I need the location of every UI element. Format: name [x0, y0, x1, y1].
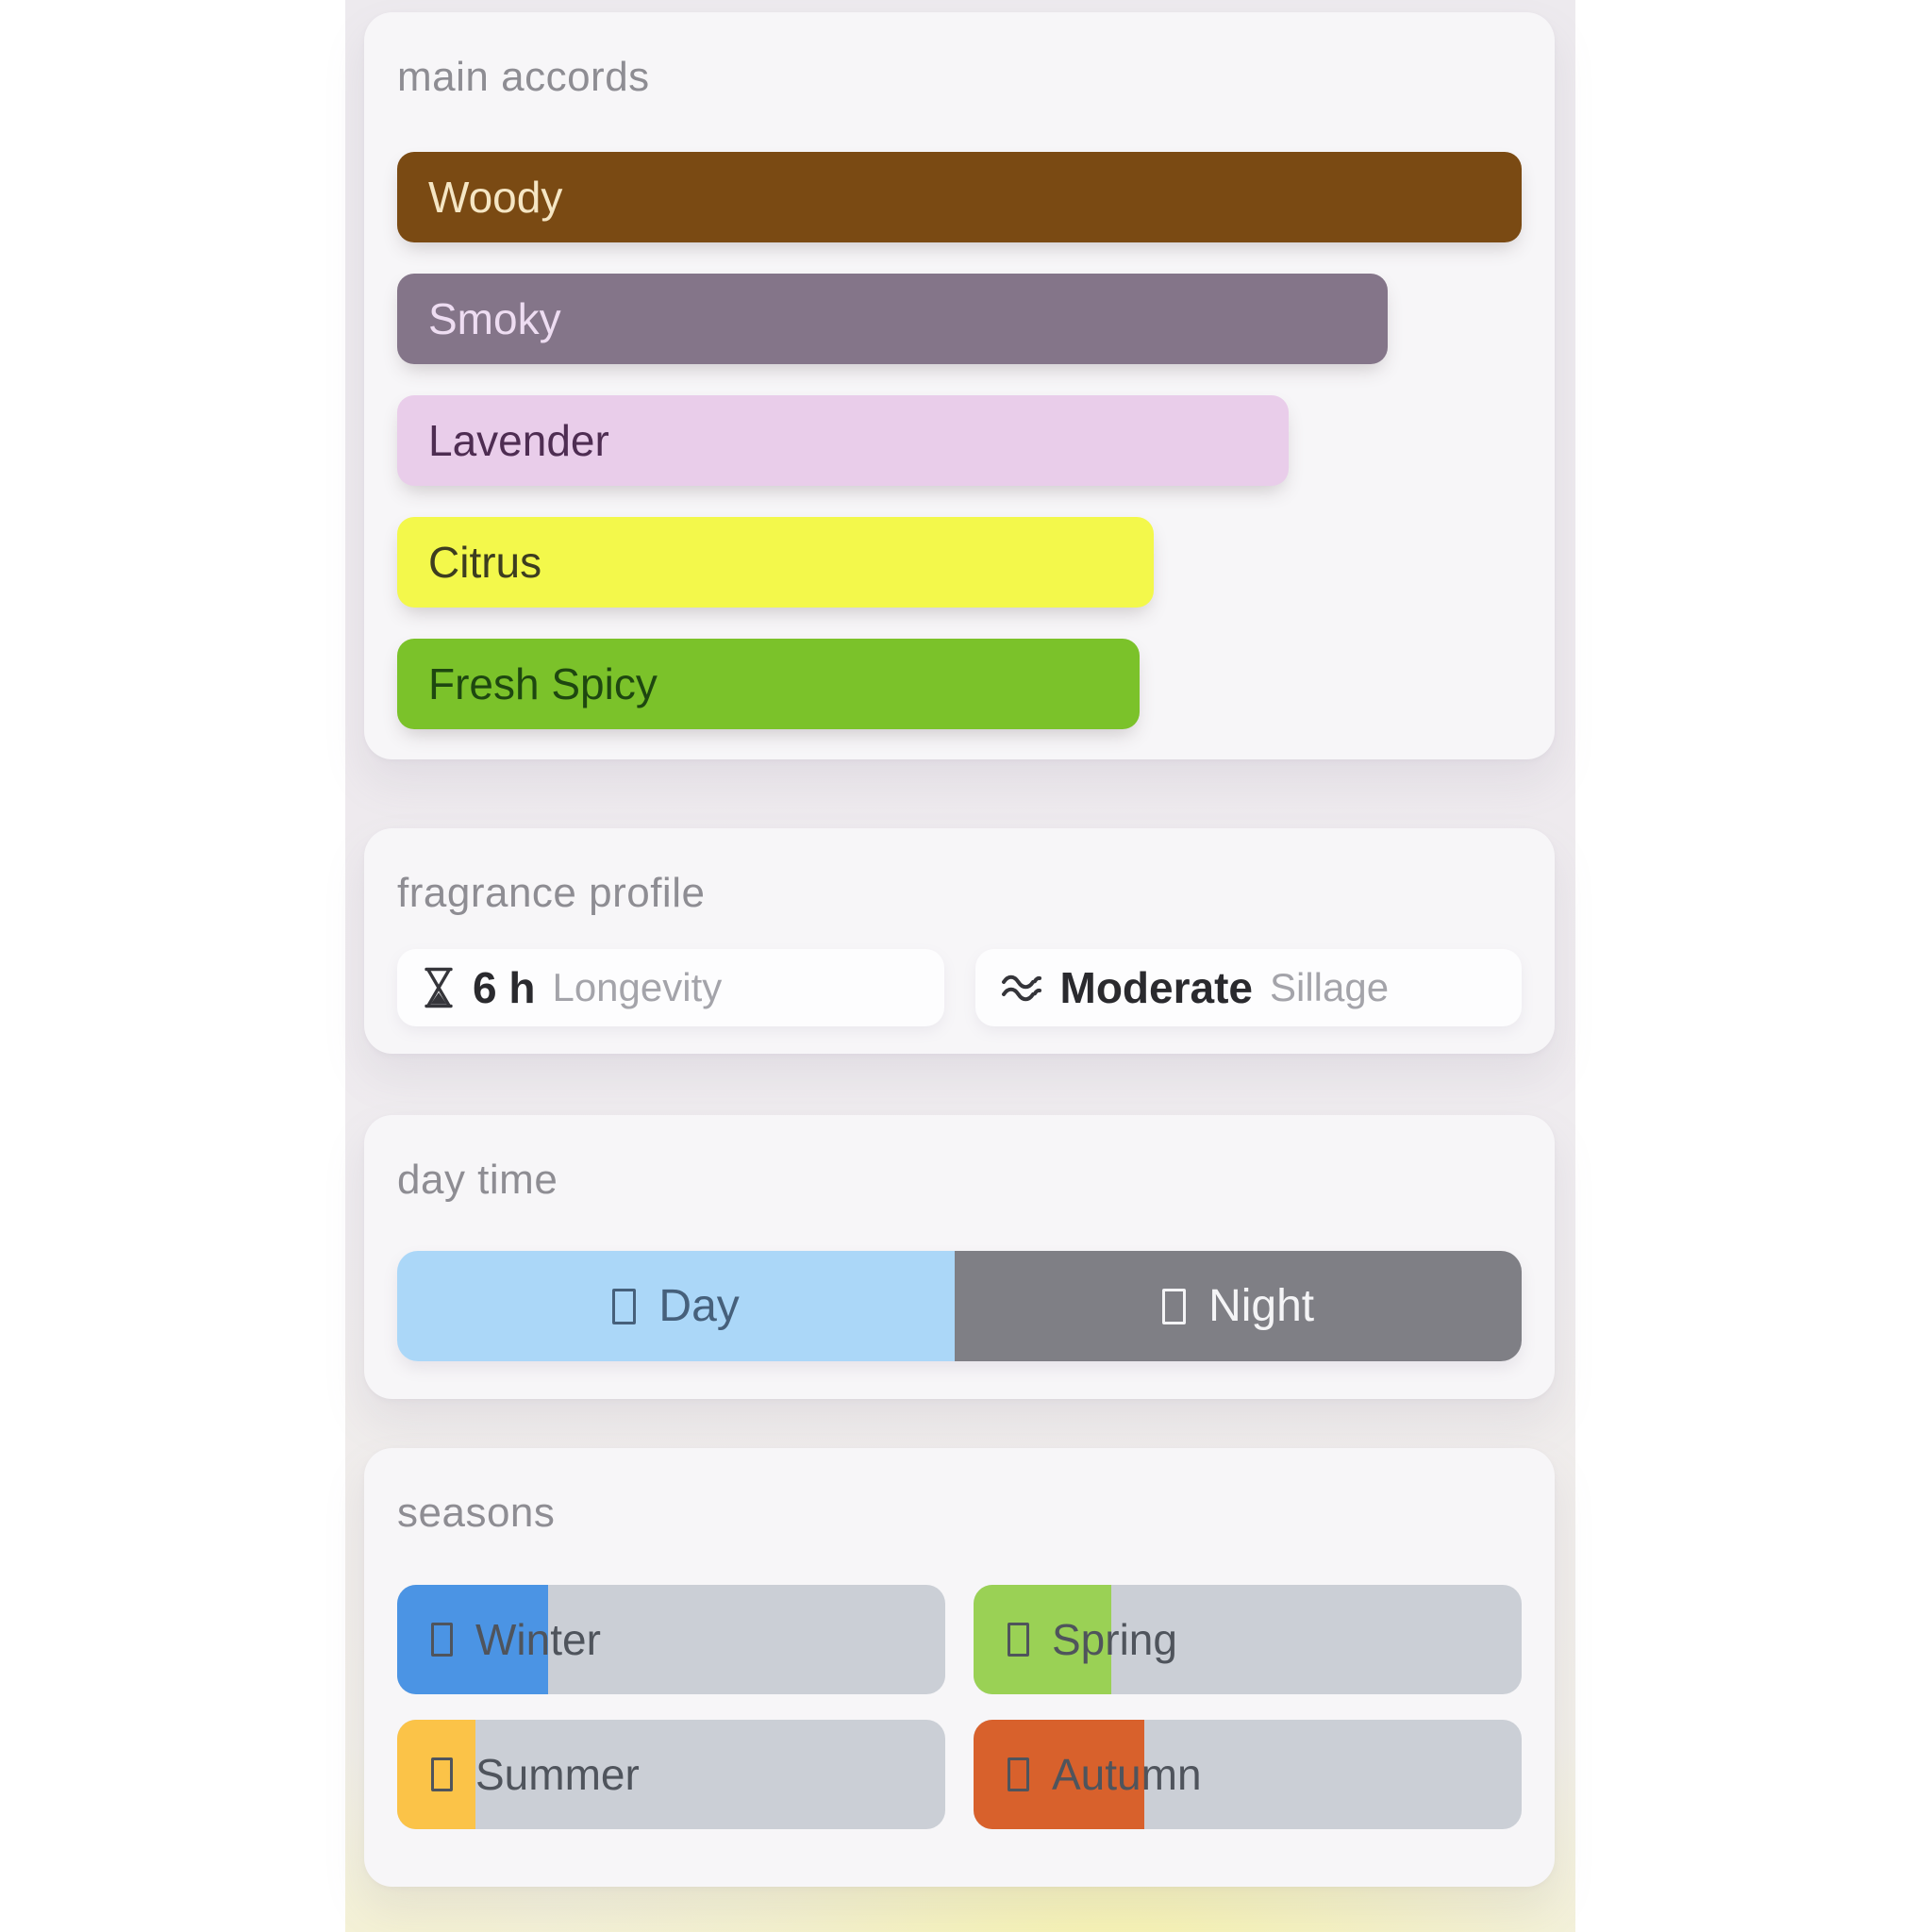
main-accords-title: main accords: [397, 54, 650, 100]
accord-bar-citrus: Citrus: [397, 517, 1155, 608]
fragrance-profile-card: fragrance profile 6 h Longevity Moder: [364, 828, 1555, 1054]
accord-label: Citrus: [428, 538, 542, 587]
fallback-glyph-icon: [431, 1757, 453, 1791]
season-name: Autumn: [1052, 1750, 1202, 1799]
day-segment: Day: [397, 1251, 956, 1361]
seasons-title: seasons: [397, 1490, 556, 1536]
longevity-stat: 6 h Longevity: [397, 949, 944, 1026]
season-fill: [397, 1720, 475, 1829]
accord-bar-fresh-spicy: Fresh Spicy: [397, 639, 1140, 729]
sillage-stat: Moderate Sillage: [974, 949, 1522, 1026]
seasons-card: seasons Winter Spring Sum: [364, 1448, 1555, 1887]
waves-icon: [1001, 974, 1041, 1002]
fallback-glyph-icon: [1162, 1288, 1187, 1324]
fallback-glyph-icon: [612, 1288, 637, 1324]
accord-label: Lavender: [428, 416, 609, 465]
fallback-glyph-icon: [431, 1623, 453, 1657]
fragrance-profile-title: fragrance profile: [397, 870, 706, 916]
season-fill: [397, 1585, 549, 1694]
accord-bar-smoky: Smoky: [397, 274, 1389, 364]
season-label: Autumn: [1008, 1720, 1202, 1829]
fallback-glyph-icon: [1008, 1757, 1029, 1791]
season-bar-autumn: Autumn: [974, 1720, 1522, 1829]
day-label: Day: [658, 1281, 740, 1331]
accord-bar-woody: Woody: [397, 152, 1522, 242]
accord-label: Smoky: [428, 294, 561, 343]
season-bar-summer: Summer: [397, 1720, 945, 1829]
season-name: Spring: [1052, 1615, 1177, 1664]
season-fill: [974, 1585, 1112, 1694]
day-night-bar: Day Night: [397, 1251, 1522, 1361]
sillage-value: Moderate: [1059, 963, 1253, 1012]
sillage-label: Sillage: [1269, 965, 1390, 1009]
accord-bar-lavender: Lavender: [397, 395, 1290, 486]
season-label: Summer: [431, 1720, 640, 1829]
season-name: Summer: [475, 1750, 640, 1799]
fallback-glyph-icon: [1008, 1623, 1029, 1657]
day-time-title: day time: [397, 1157, 558, 1203]
day-time-card: day time Day Night: [364, 1115, 1555, 1399]
longevity-value: 6 h: [473, 963, 536, 1012]
season-bar-spring: Spring: [974, 1585, 1522, 1694]
season-label: Winter: [431, 1585, 601, 1694]
season-fill: [974, 1720, 1145, 1829]
fragrance-stats-panel: main accords Woody Smoky Lavender Citrus…: [345, 0, 1575, 1932]
season-bar-winter: Winter: [397, 1585, 945, 1694]
night-label: Night: [1208, 1281, 1315, 1331]
longevity-label: Longevity: [552, 965, 723, 1009]
accord-label: Fresh Spicy: [428, 659, 658, 708]
night-segment: Night: [955, 1251, 1522, 1361]
season-label: Spring: [1008, 1585, 1177, 1694]
accord-label: Woody: [428, 173, 563, 222]
main-accords-card: main accords Woody Smoky Lavender Citrus…: [364, 12, 1555, 759]
hourglass-icon: [425, 967, 453, 1008]
season-name: Winter: [475, 1615, 601, 1664]
